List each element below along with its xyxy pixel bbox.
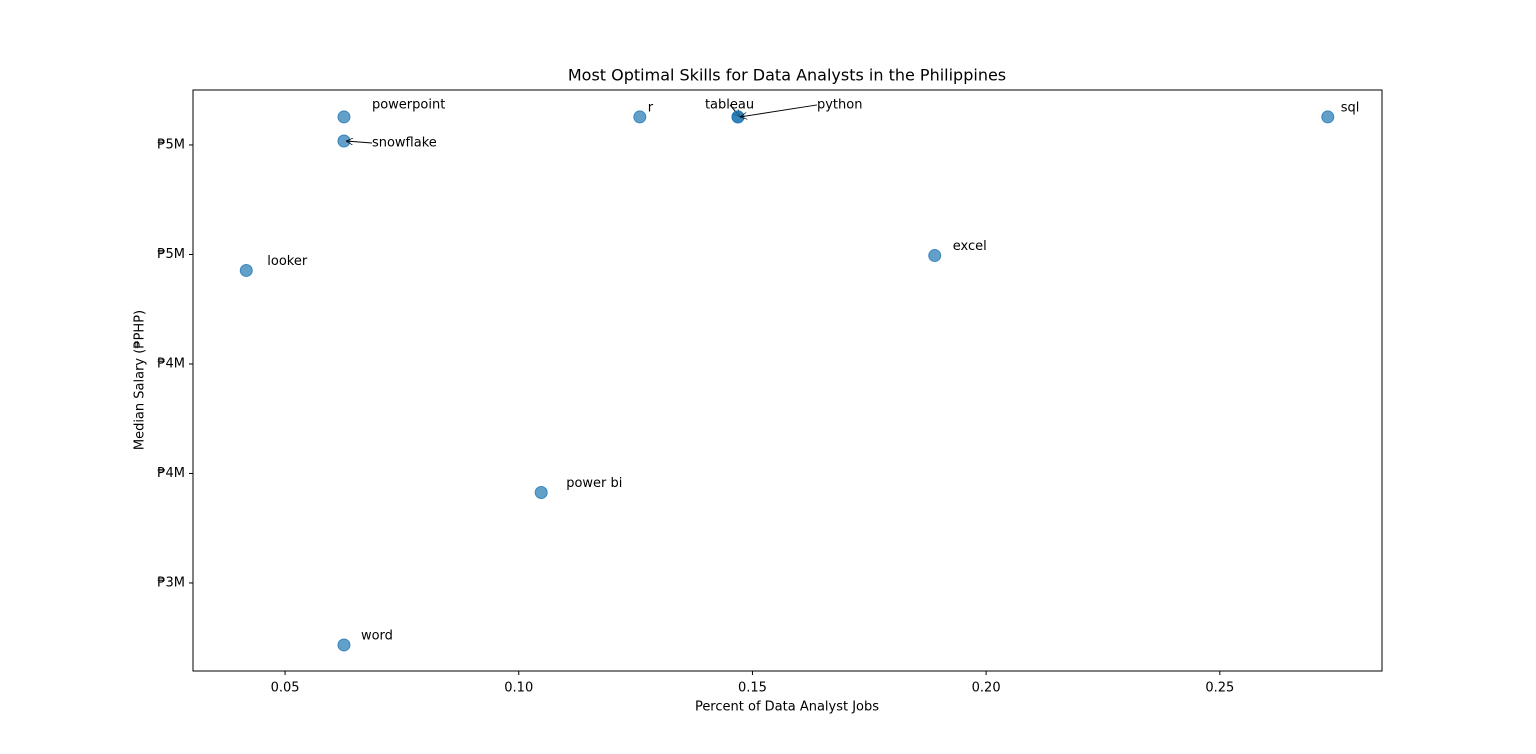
y-tick-label: ₱5M — [157, 247, 185, 262]
point-label: tableau — [705, 97, 754, 112]
annotation-arrow — [346, 141, 373, 143]
point — [1321, 110, 1335, 124]
x-tick-label: 0.20 — [972, 681, 1001, 696]
point-label: r — [648, 100, 654, 115]
y-tick-label: ₱4M — [157, 466, 185, 481]
x-axis-label: Percent of Data Analyst Jobs — [695, 700, 879, 715]
point-label: sql — [1341, 100, 1360, 115]
y-tick-label: ₱5M — [157, 137, 185, 152]
point-label: powerpoint — [372, 97, 445, 112]
point — [239, 263, 253, 277]
x-tick-label: 0.05 — [271, 681, 300, 696]
point — [337, 638, 351, 652]
y-tick-label: ₱3M — [157, 575, 185, 590]
x-tick-label: 0.25 — [1205, 681, 1234, 696]
point-label: python — [817, 97, 862, 112]
point-label: word — [361, 628, 393, 643]
point-label: looker — [267, 254, 308, 269]
annotation-arrow — [740, 104, 818, 117]
point-label: excel — [953, 239, 987, 254]
point — [928, 249, 942, 263]
plot-frame — [192, 89, 1383, 672]
x-tick-label: 0.15 — [738, 681, 767, 696]
point — [534, 486, 548, 500]
point — [337, 110, 351, 124]
x-tick-label: 0.10 — [504, 681, 533, 696]
chart-title: Most Optimal Skills for Data Analysts in… — [568, 66, 1006, 85]
point — [633, 110, 647, 124]
point-label: snowflake — [372, 136, 437, 151]
point-label: power bi — [566, 476, 622, 491]
y-axis-label: Median Salary (₱PHP) — [133, 310, 148, 450]
y-tick-label: ₱4M — [157, 356, 185, 371]
